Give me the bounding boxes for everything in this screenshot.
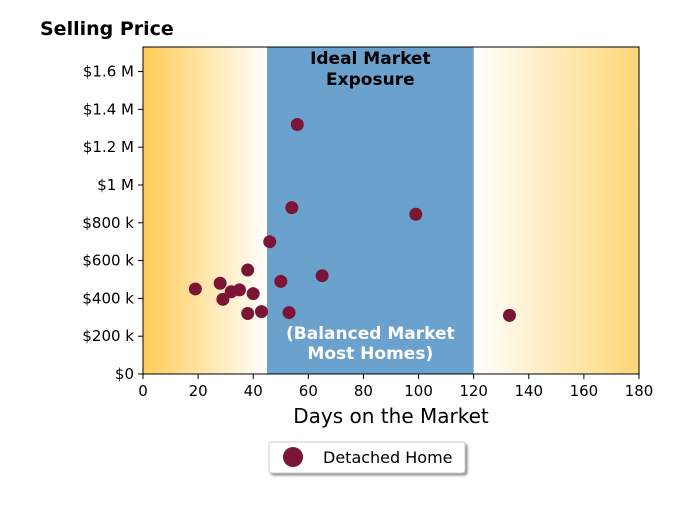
data-point xyxy=(409,207,423,221)
data-point xyxy=(285,201,299,215)
legend-marker-icon xyxy=(283,447,303,467)
y-tick-label: $1.6 M xyxy=(83,63,134,81)
x-tick-label: 60 xyxy=(299,382,318,400)
x-tick-label: 80 xyxy=(354,382,373,400)
legend-box xyxy=(268,441,466,474)
data-point xyxy=(282,306,296,320)
data-point xyxy=(241,307,255,321)
left-gradient-region xyxy=(143,47,267,374)
x-tick-label: 180 xyxy=(625,382,654,400)
band-annotation-bottom-line1: (Balanced Market xyxy=(286,324,455,344)
data-point xyxy=(232,283,246,297)
band-annotation-top-line1: Ideal Market xyxy=(310,49,431,69)
data-point xyxy=(315,269,329,283)
x-axis: 0 20 40 60 80 100 120 140 160 180 xyxy=(138,374,653,400)
chart-title: Selling Price xyxy=(40,18,174,40)
right-gradient-region xyxy=(473,47,639,374)
x-tick-label: 0 xyxy=(138,382,148,400)
x-tick-label: 120 xyxy=(459,382,488,400)
band-annotation-bottom-line2: Most Homes) xyxy=(307,344,433,364)
legend: Detached Home xyxy=(268,441,466,474)
band-annotation-top-line2: Exposure xyxy=(326,70,415,90)
y-tick-label: $0 xyxy=(115,365,134,383)
x-tick-label: 140 xyxy=(514,382,543,400)
data-point xyxy=(216,292,230,306)
y-tick-label: $600 k xyxy=(82,252,134,270)
y-tick-label: $800 k xyxy=(82,214,134,232)
plot-frame xyxy=(142,46,640,375)
data-point xyxy=(213,276,227,290)
data-point xyxy=(274,274,288,288)
data-point xyxy=(241,263,255,277)
data-point xyxy=(254,305,268,319)
x-tick-label: 160 xyxy=(570,382,599,400)
y-tick-label: $400 k xyxy=(82,289,134,307)
x-tick-label: 40 xyxy=(244,382,263,400)
ideal-exposure-band xyxy=(267,47,474,374)
data-point xyxy=(263,235,277,249)
legend-label: Detached Home xyxy=(323,448,453,467)
plot-area: Ideal Market Exposure (Balanced Market M… xyxy=(142,46,640,375)
data-point xyxy=(290,117,304,131)
y-axis: $0 $200 k $400 k $600 k $800 k $1 M $1.2 M $1.4… xyxy=(82,63,143,383)
y-tick-label: $1.4 M xyxy=(83,100,134,118)
y-tick-label: $200 k xyxy=(82,327,134,345)
y-tick-label: $1 M xyxy=(97,176,134,194)
data-point xyxy=(246,287,260,301)
data-points xyxy=(188,117,516,322)
y-tick-label: $1.2 M xyxy=(83,138,134,156)
x-axis-label: Days on the Market xyxy=(293,404,489,428)
x-tick-label: 20 xyxy=(189,382,208,400)
data-point xyxy=(502,308,516,322)
data-point xyxy=(188,282,202,296)
x-tick-label: 100 xyxy=(404,382,433,400)
